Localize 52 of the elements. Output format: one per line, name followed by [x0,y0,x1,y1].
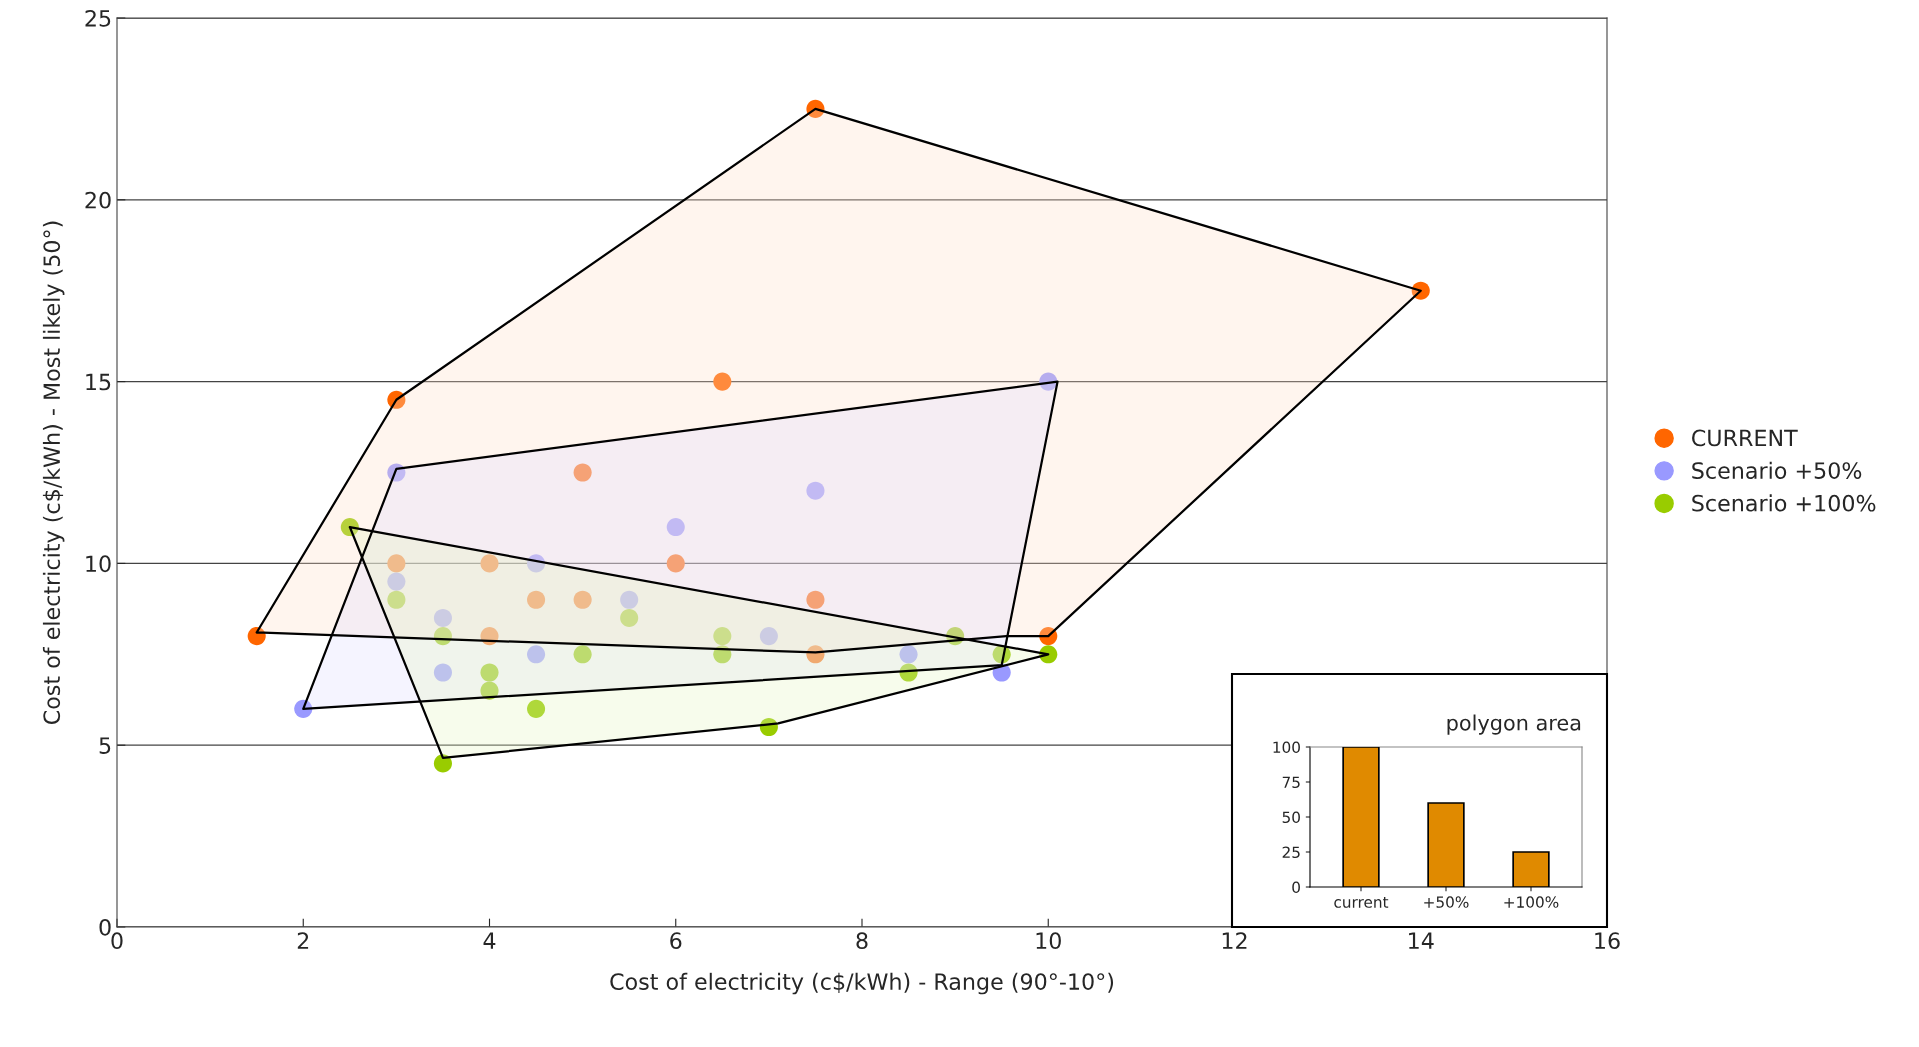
point [899,645,918,664]
y-tick-label: 50 [1282,811,1300,824]
y-axis-title: Cost of electricity (c$/kWh) - Most likely (50°) [42,221,65,725]
x-tick-label: 4 [483,932,496,949]
y-tick-label: 25 [85,9,111,27]
x-tick-label: 16 [1595,932,1620,950]
point [433,663,452,682]
point [666,554,685,573]
point [666,517,685,537]
y-tick-label: 0 [99,918,111,936]
point [806,590,825,609]
x-tick-label: +50% [1424,896,1469,908]
x-tick-label: 12 [1222,932,1247,949]
y-tick-label: 0 [1292,881,1300,894]
legend-label: Scenario +100% [1692,494,1876,512]
x-tick-label: 8 [856,932,868,950]
point [433,608,452,627]
point [480,663,499,682]
point [573,645,592,664]
point [573,463,592,482]
chart-title: polygon area [1447,714,1581,735]
y-tick-label: 20 [85,191,111,209]
y-tick-label: 5 [99,737,111,754]
point [806,481,825,500]
point [713,627,732,646]
x-tick-label: 2 [297,932,309,949]
y-tick-label: 75 [1282,776,1300,789]
point [527,699,546,718]
point [527,645,546,664]
point [620,590,639,609]
x-tick-label: 10 [1036,932,1061,950]
y-tick-label: 25 [1282,846,1300,859]
point [620,608,639,627]
y-tick-label: 10 [86,555,111,573]
point [387,554,406,573]
point [480,554,499,573]
point [387,590,406,609]
legend-label: CURRENT [1692,429,1798,447]
y-tick-label: 15 [86,373,111,391]
point [387,572,406,591]
x-tick-label: 6 [670,932,682,950]
x-axis-title: Cost of electricity (c$/kWh) - Range (90°-10°) [610,972,1114,995]
point [713,372,732,391]
x-tick-label: 14 [1409,932,1434,949]
point [527,590,546,609]
y-tick-label: 100 [1273,741,1300,754]
point [573,590,592,609]
x-tick-label: 0 [111,932,123,950]
x-tick-label: current [1334,896,1389,908]
point [759,627,778,646]
legend-label: Scenario +50% [1692,461,1862,479]
x-tick-label: +100% [1504,896,1559,908]
